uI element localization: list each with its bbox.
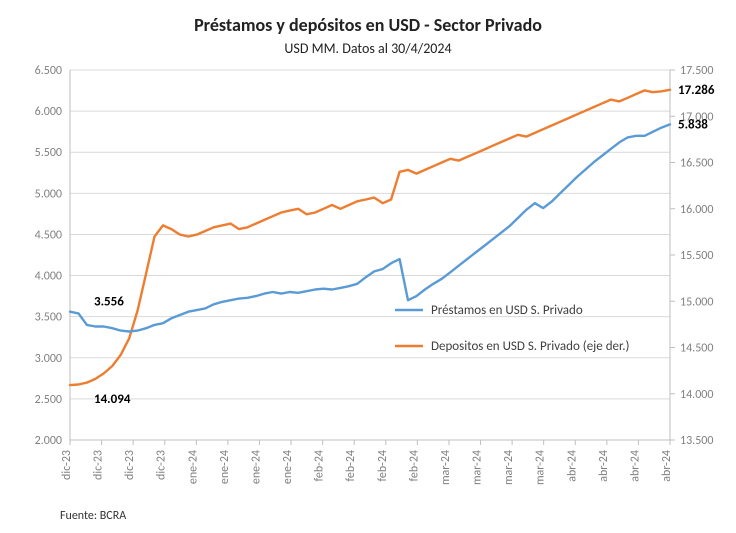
svg-text:ene-24: ene-24 — [281, 450, 295, 484]
svg-text:Préstamos en USD S. Privado: Préstamos en USD S. Privado — [431, 303, 583, 318]
svg-text:15.500: 15.500 — [680, 249, 713, 263]
svg-text:ene-24: ene-24 — [186, 450, 200, 484]
svg-text:Depositos en USD S. Privado (e: Depositos en USD S. Privado (eje der.) — [431, 339, 629, 354]
svg-text:2.000: 2.000 — [35, 434, 62, 448]
svg-text:14.000: 14.000 — [680, 388, 713, 402]
svg-text:5.000: 5.000 — [35, 187, 62, 201]
svg-text:6.000: 6.000 — [35, 105, 62, 119]
svg-text:6.500: 6.500 — [35, 64, 62, 78]
svg-text:ene-24: ene-24 — [218, 450, 232, 484]
svg-text:15.000: 15.000 — [680, 295, 713, 309]
svg-text:13.500: 13.500 — [680, 434, 713, 448]
svg-text:4.500: 4.500 — [35, 228, 62, 242]
svg-text:feb-24: feb-24 — [313, 450, 327, 481]
svg-text:3.000: 3.000 — [35, 352, 62, 366]
svg-text:14.094: 14.094 — [94, 392, 131, 407]
svg-text:14.500: 14.500 — [680, 342, 713, 356]
svg-text:2.500: 2.500 — [35, 393, 62, 407]
svg-text:3.500: 3.500 — [35, 311, 62, 325]
svg-text:ene-24: ene-24 — [249, 450, 263, 484]
svg-text:abr-24: abr-24 — [597, 450, 611, 482]
svg-text:feb-24: feb-24 — [376, 450, 390, 481]
svg-text:dic-23: dic-23 — [92, 450, 106, 480]
svg-text:mar-24: mar-24 — [471, 450, 485, 485]
svg-text:mar-24: mar-24 — [439, 450, 453, 485]
svg-text:dic-23: dic-23 — [155, 450, 169, 480]
svg-text:dic-23: dic-23 — [123, 450, 137, 480]
chart-container: Préstamos y depósitos en USD - Sector Pr… — [0, 0, 736, 533]
svg-text:5.838: 5.838 — [678, 117, 708, 132]
svg-text:3.556: 3.556 — [94, 295, 124, 310]
svg-text:16.500: 16.500 — [680, 157, 713, 171]
svg-text:17.500: 17.500 — [680, 64, 713, 78]
chart-svg: 2.000 2.500 3.000 3.500 4.000 4.500 5.000 5.500… — [0, 0, 736, 533]
svg-text:abr-24: abr-24 — [628, 450, 642, 482]
svg-text:dic-23: dic-23 — [60, 450, 74, 480]
svg-text:mar-24: mar-24 — [534, 450, 548, 485]
svg-text:16.000: 16.000 — [680, 203, 713, 217]
svg-text:abr-24: abr-24 — [565, 450, 579, 482]
svg-text:feb-24: feb-24 — [407, 450, 421, 481]
svg-text:abr-24: abr-24 — [660, 450, 674, 482]
svg-text:4.000: 4.000 — [35, 270, 62, 284]
svg-text:feb-24: feb-24 — [344, 450, 358, 481]
svg-text:5.500: 5.500 — [35, 146, 62, 160]
svg-text:mar-24: mar-24 — [502, 450, 516, 485]
svg-text:17.286: 17.286 — [678, 83, 715, 98]
